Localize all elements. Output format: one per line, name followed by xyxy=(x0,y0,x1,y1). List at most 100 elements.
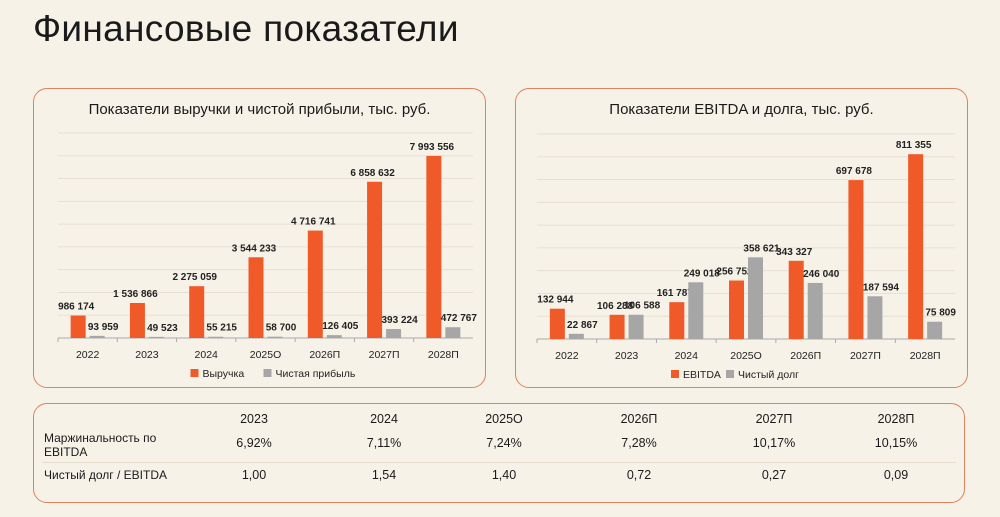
bar-primary xyxy=(549,308,565,339)
bar-secondary xyxy=(267,336,283,338)
data-label: 55 215 xyxy=(206,323,237,334)
chart-title: Показатели выручки и чистой прибыли, тыс… xyxy=(88,101,431,118)
x-tick-label: 2022 xyxy=(555,350,579,362)
x-tick-label: 2024 xyxy=(675,350,699,362)
bar-primary xyxy=(908,154,924,339)
legend-label: EBITDA xyxy=(683,369,721,381)
legend-label: Выручка xyxy=(203,368,245,380)
data-label: 358 621 xyxy=(743,243,780,254)
column-header: 2027П xyxy=(755,412,793,426)
data-label: 249 018 xyxy=(684,268,721,279)
bar-secondary xyxy=(688,282,704,339)
table-cell: 7,11% xyxy=(366,436,402,450)
data-label: 811 355 xyxy=(896,140,932,151)
data-label: 49 523 xyxy=(147,323,178,334)
data-label: 343 327 xyxy=(776,247,813,258)
data-label: 161 787 xyxy=(657,288,694,299)
bar-secondary xyxy=(927,321,943,339)
column-header: 2028П xyxy=(877,412,915,426)
data-label: 106 588 xyxy=(624,301,661,312)
data-label: 7 993 556 xyxy=(410,142,455,153)
x-tick-label: 2025О xyxy=(250,349,282,361)
table-cell: 1,00 xyxy=(241,468,267,482)
bar-secondary xyxy=(89,335,105,338)
table-cell: 10,15% xyxy=(874,436,918,450)
table-cell: 10,17% xyxy=(752,436,796,450)
data-label: 2 275 059 xyxy=(172,272,217,283)
bar-secondary xyxy=(628,314,644,339)
table-cell: 0,72 xyxy=(626,468,652,482)
bar-primary xyxy=(848,180,864,339)
data-label: 58 700 xyxy=(266,323,297,334)
table-cell: 0,09 xyxy=(883,468,909,482)
data-label: 75 809 xyxy=(925,308,956,319)
table-cell: 0,27 xyxy=(761,468,787,482)
bar-primary xyxy=(426,155,442,338)
bar-primary xyxy=(307,230,323,338)
bar-secondary xyxy=(568,333,584,339)
x-tick-label: 2027П xyxy=(369,349,400,361)
table-cell: 7,28% xyxy=(621,436,657,450)
ebitda-chart-panel: Показатели EBITDA и долга, тыс. руб. xyxy=(515,88,968,388)
legend-label: Чистая прибыль xyxy=(276,368,356,380)
bar-secondary xyxy=(326,335,342,338)
bar-primary xyxy=(729,280,744,339)
x-tick-label: 2025О xyxy=(730,350,762,362)
x-tick-label: 2027П xyxy=(850,350,881,362)
x-tick-label: 2023 xyxy=(615,350,639,362)
data-label: 132 944 xyxy=(537,295,574,306)
table-cell: 1,54 xyxy=(371,468,397,482)
x-tick-label: 2026П xyxy=(309,349,340,361)
table-cell: 7,24% xyxy=(486,436,522,450)
legend-swatch xyxy=(726,370,734,378)
x-tick-label: 2028П xyxy=(910,350,941,362)
data-label: 246 040 xyxy=(803,269,840,280)
bar-secondary xyxy=(148,336,164,338)
data-label: 187 594 xyxy=(863,282,900,293)
data-label: 106 288 xyxy=(597,301,634,312)
data-label: 256 752 xyxy=(716,267,753,278)
bar-secondary xyxy=(748,257,763,339)
data-label: 393 224 xyxy=(381,315,418,326)
bar-secondary xyxy=(208,336,224,338)
data-label: 126 405 xyxy=(322,321,359,332)
row-label: Маржинальность по EBITDA xyxy=(44,431,157,459)
bar-primary xyxy=(189,286,205,338)
column-header: 2026П xyxy=(620,412,658,426)
data-label: 697 678 xyxy=(836,166,873,177)
legend-swatch xyxy=(263,369,272,377)
bar-secondary xyxy=(445,327,461,338)
bar-primary xyxy=(70,315,86,338)
x-tick-label: 2023 xyxy=(135,349,159,361)
data-label: 4 716 741 xyxy=(291,217,336,228)
bar-secondary xyxy=(807,282,823,339)
data-label: 3 544 233 xyxy=(232,243,277,254)
legend-swatch xyxy=(190,369,199,377)
x-tick-label: 2026П xyxy=(790,350,821,362)
bar-primary xyxy=(609,314,625,339)
bar-secondary xyxy=(386,329,402,338)
page-title: Финансовые показатели xyxy=(33,8,459,49)
data-label: 6 858 632 xyxy=(350,168,395,179)
table-cell: 1,40 xyxy=(491,468,517,482)
data-label: 472 767 xyxy=(441,313,478,324)
ratios-table: 2023 2024 2025О 2026П 2027П 2028П Маржинальнос… xyxy=(33,403,965,503)
data-label: 93 959 xyxy=(88,322,119,333)
data-label: 986 174 xyxy=(58,302,95,313)
bar-primary xyxy=(129,302,145,338)
x-tick-label: 2022 xyxy=(76,349,100,361)
column-header: 2025О xyxy=(485,412,523,426)
bar-primary xyxy=(788,260,804,339)
bar-primary xyxy=(367,181,383,338)
data-label: 1 536 866 xyxy=(113,289,158,300)
x-tick-label: 2024 xyxy=(195,349,219,361)
data-label: 22 867 xyxy=(567,320,598,331)
bar-primary xyxy=(248,257,264,338)
row-label: Чистый долг / EBITDA xyxy=(44,468,167,482)
x-tick-label: 2028П xyxy=(428,349,459,361)
column-header: 2023 xyxy=(240,412,268,426)
legend-label: Чистый долг xyxy=(738,369,799,381)
row-divider xyxy=(42,462,956,463)
column-header: 2024 xyxy=(370,412,398,426)
